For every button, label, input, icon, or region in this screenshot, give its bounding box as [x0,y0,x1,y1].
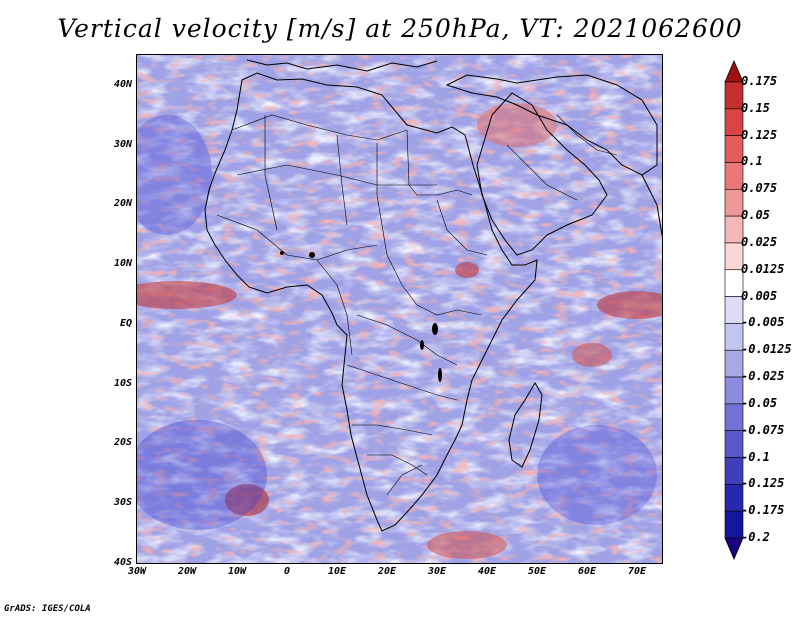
lon-label-0: 0 [283,566,291,577]
colorbar-label: -0.2 [741,530,770,544]
lon-label-10e: 10E [327,566,347,577]
colorbar-label: 0.075 [741,181,778,196]
colorbar-label: -0.175 [741,503,785,518]
colorbar-label: 0.025 [741,234,778,249]
lon-label-60e: 60E [577,566,597,577]
colorbar-label: -0.125 [741,476,785,491]
colorbar-label: -0.005 [741,315,785,330]
velocity-field [137,55,662,563]
madagascar-coastline [508,382,543,468]
lat-label-20n: 20N [113,198,132,210]
colorbar-label: 0.05 [741,208,770,223]
lon-label-50e: 50E [527,566,547,577]
lon-label-10w: 10W [227,566,247,577]
arabian-peninsula-coastline [476,92,608,256]
africa-coastline [204,72,538,532]
colorbar-label: 0.175 [741,74,778,88]
lon-label-30e: 30E [427,566,447,577]
lat-label-20s: 20S [113,437,132,449]
map-panel [137,55,662,563]
middle-east-coastline [445,74,658,176]
lat-label-30s: 30S [113,497,132,509]
colorbar-label: -0.05 [741,395,778,410]
blue-patches [137,115,657,530]
europe-coastline [246,59,438,72]
lat-label-10n: 10N [113,258,132,270]
colorbar-label: 0.125 [741,127,778,142]
grads-credit: GrADS: IGES/COLA [4,604,91,614]
lat-label-10s: 10S [113,377,132,389]
chart-title: Vertical velocity [m/s] at 250hPa, VT: 2… [57,14,743,43]
lon-label-30w: 30W [127,566,147,577]
lat-label-40s: 40S [113,557,132,568]
colorbar-label: 0.005 [741,288,778,303]
colorbar-label: -0.075 [741,422,785,437]
lakes [280,251,442,382]
colorbar-label: 0.1 [741,154,763,169]
colorbar-label: -0.025 [741,369,785,384]
colorbar [724,60,744,560]
lon-label-70e: 70E [627,566,647,577]
coastlines [204,59,662,532]
lon-label-20w: 20W [177,566,197,577]
lat-label-40n: 40N [113,78,132,90]
country-borders [216,114,618,496]
colorbar-label: -0.0125 [741,342,792,357]
colorbar-bottom-arrow [724,537,744,560]
colorbar-label: -0.1 [741,449,770,464]
lat-label-30n: 30N [113,138,132,150]
lon-label-20e: 20E [377,566,397,577]
lon-label-40e: 40E [477,566,497,577]
colorbar-label: 0.15 [741,100,770,115]
india-coastline [641,174,662,236]
colorbar-label: 0.0125 [741,261,785,276]
lat-label-eq: EQ [119,317,132,329]
